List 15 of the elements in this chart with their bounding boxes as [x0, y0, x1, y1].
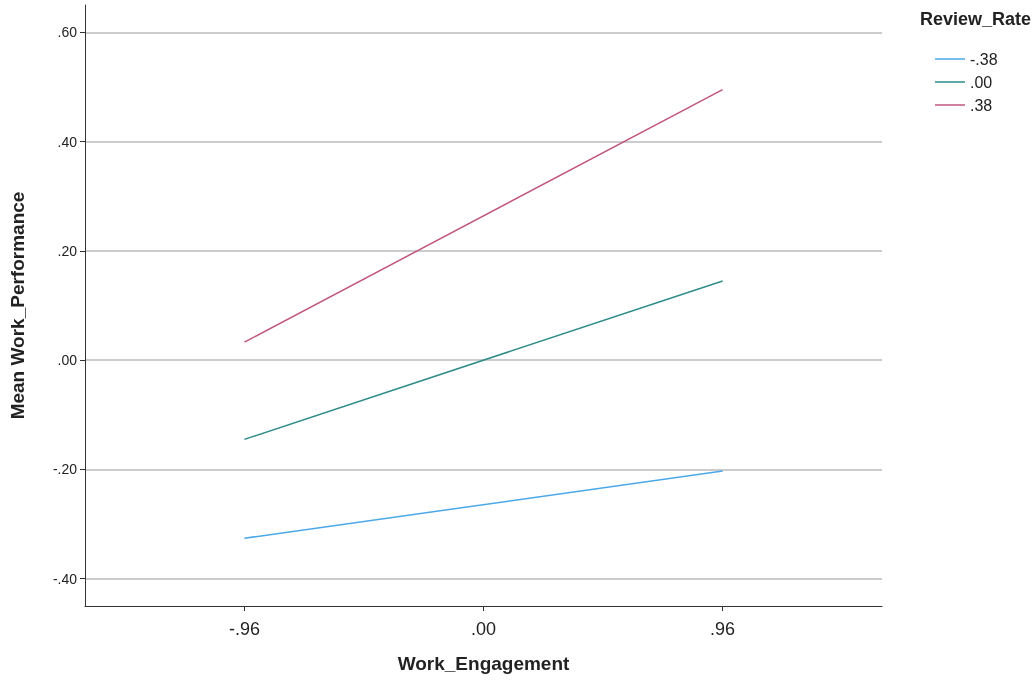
- legend-label: .00: [970, 73, 993, 91]
- y-tick-label: .40: [57, 133, 78, 150]
- y-tick-label: .00: [57, 352, 78, 369]
- legend-title: Review_Rate: [920, 9, 1032, 29]
- legend-label: -.38: [970, 50, 998, 68]
- y-tick-label: -.20: [52, 461, 78, 478]
- y-tick-label: .20: [57, 242, 78, 259]
- legend-label: .38: [970, 96, 993, 114]
- x-tick-label: .96: [710, 619, 736, 639]
- x-axis-title: Work_Engagement: [397, 653, 571, 674]
- x-tick-label: .00: [470, 619, 497, 639]
- y-tick-label: .60: [57, 24, 78, 41]
- x-tick-label: -.96: [228, 619, 260, 639]
- y-tick-label: -.40: [52, 570, 78, 587]
- y-axis-title: Mean Work_Performance: [7, 191, 28, 420]
